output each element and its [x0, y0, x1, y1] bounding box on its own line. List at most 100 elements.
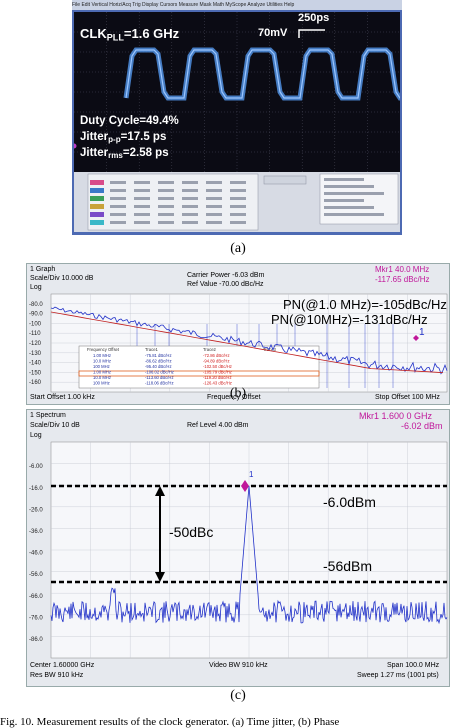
table-header: Trace3	[263, 347, 277, 352]
info-line	[324, 213, 384, 216]
ref-level-label: Ref Level 4.00 dBm	[187, 422, 249, 429]
level-spur-label: -56dBm	[323, 558, 373, 574]
stop-offset-label: Stop Offset 100 MHz	[375, 394, 440, 401]
table-cell: 1.00 MHz	[93, 370, 111, 375]
scope-menu-bar: File Edit Vertical Horiz/Acq Trig Displa…	[72, 0, 402, 10]
measurement-cell	[158, 189, 174, 192]
y-tick-label-c: -66.0	[29, 594, 43, 600]
marker-number-c: 1	[249, 470, 254, 479]
y-tick-label: -80.0	[29, 302, 43, 308]
y-tick-label: -160	[29, 380, 42, 386]
y-tick-label-c: -86.0	[29, 637, 43, 643]
y-tick-label: -120	[29, 341, 42, 347]
table-header: Trace1	[145, 347, 159, 352]
phase-noise-panel: 1 Graph Scale/Div 10.000 dB Log Carrier …	[26, 263, 450, 405]
measurement-cell	[230, 189, 246, 192]
info-line	[324, 178, 364, 181]
measurement-swatch	[90, 204, 104, 209]
spectrum-label: 1 Spectrum	[30, 412, 66, 419]
marker-number: 1	[419, 327, 425, 338]
table-header: Trace2	[203, 347, 217, 352]
caption-c: (c)	[230, 688, 246, 703]
y-tick-label: -100	[29, 321, 42, 327]
y-tick-label: -110	[29, 331, 41, 337]
measurement-swatch	[90, 188, 104, 193]
measurement-cell	[206, 221, 222, 224]
table-cell: -126.43 dBc/Hz	[203, 381, 232, 386]
start-offset-label: Start Offset 1.00 kHz	[30, 394, 95, 401]
pn-10mhz-label: PN(@10MHz)=-131dBc/Hz	[271, 312, 428, 327]
y-tick-label: -90.0	[29, 312, 43, 318]
jitter-rms-label: Jitterrms=2.58 ps	[80, 147, 169, 160]
duty-cycle-label: Duty Cycle=49.4%	[80, 115, 179, 127]
y-tick-label-c: -6.00	[29, 464, 43, 470]
measurement-cell	[158, 181, 174, 184]
measurement-cell	[230, 221, 246, 224]
table-cell: -102.50 dBc/Hz	[203, 364, 232, 369]
measurement-cell	[134, 181, 150, 184]
measurement-cell	[134, 221, 150, 224]
table-cell: 1.00 MHz	[93, 353, 111, 358]
measurement-cell	[134, 205, 150, 208]
pn-1mhz-label: PN(@1.0 MHz)=-105dBc/Hz	[283, 297, 447, 312]
measurement-cell	[206, 205, 222, 208]
measurement-cell	[182, 189, 198, 192]
clk-label: CLKPLL=1.6 GHz	[80, 26, 180, 43]
clock-waveform-core	[125, 49, 400, 99]
caption-b: (b)	[229, 386, 247, 401]
table-header: Frequency Offset	[87, 347, 120, 352]
marker-value-c: -6.02 dBm	[401, 421, 443, 431]
marker-title: Mkr1 40.0 MHz	[375, 265, 430, 274]
phase-noise-trace	[50, 306, 448, 375]
marker-diamond	[413, 335, 419, 341]
measurement-cell	[110, 205, 126, 208]
table-cell: 100 MHz	[93, 364, 110, 369]
arrow-head-down	[155, 572, 165, 582]
table-cell: -118.06 dBc/Hz	[145, 381, 174, 386]
measurement-cell	[206, 213, 222, 216]
scope-grid-waveform	[74, 12, 400, 172]
y-tick-label-c: -16.0	[29, 486, 43, 492]
table-cell: -119.20 dBc/Hz	[203, 375, 232, 380]
scale-label-c: Scale/Div 10 dB	[30, 422, 80, 429]
table-cell: 10.0 MHz	[93, 375, 111, 380]
res-bw-label: Res BW 910 kHz	[30, 672, 84, 679]
info-line	[324, 192, 384, 195]
info-line	[324, 206, 374, 209]
scale-bar	[298, 29, 325, 38]
measurement-cell	[110, 213, 126, 216]
video-bw-label: Video BW 910 kHz	[209, 662, 268, 669]
table-cell: -86.62 dBc/Hz	[145, 359, 172, 364]
scope-measurement-area	[74, 172, 400, 232]
measurement-swatch	[90, 180, 104, 185]
measurement-cell	[134, 213, 150, 216]
graph-label: 1 Graph	[30, 266, 56, 273]
level-carrier-label: -6.0dBm	[323, 494, 376, 510]
y-tick-label-c: -26.0	[29, 507, 43, 513]
table-cell: -105.79 dBc/Hz	[203, 370, 232, 375]
time-scale-label: 250ps	[298, 12, 330, 24]
figure-caption: Fig. 10. Measurement results of the cloc…	[0, 716, 340, 728]
log-label: Log	[30, 284, 42, 291]
measurement-cell	[206, 197, 222, 200]
table-cell: 100 MHz	[93, 381, 110, 386]
phase-noise-smoothed	[50, 311, 444, 374]
y-tick-label: -140	[29, 361, 42, 367]
sweep-label: Sweep 1.27 ms (1001 pts)	[357, 672, 439, 679]
measurement-cell	[230, 205, 246, 208]
table-cell: 10.0 MHz	[93, 359, 111, 364]
measurement-cell	[182, 205, 198, 208]
y-tick-label-c: -36.0	[29, 529, 43, 535]
spectrum-panel: 1 Spectrum Scale/Div 10 dB Log Ref Level…	[26, 409, 450, 687]
measurement-cell	[182, 181, 198, 184]
measurement-cell	[206, 189, 222, 192]
marker-title-c: Mkr1 1.600 0 GHz	[359, 411, 433, 421]
span-label: Span 100.0 MHz	[387, 662, 440, 669]
measurement-cell	[110, 221, 126, 224]
table-cell: -113.60 dBc/Hz	[145, 375, 174, 380]
ref-value-label: Ref Value -70.00 dBc/Hz	[187, 281, 264, 288]
measurement-cell	[110, 181, 126, 184]
measurement-cell	[158, 205, 174, 208]
marker-value: -117.65 dBc/Hz	[375, 275, 430, 284]
arrow-head-up	[155, 486, 165, 496]
